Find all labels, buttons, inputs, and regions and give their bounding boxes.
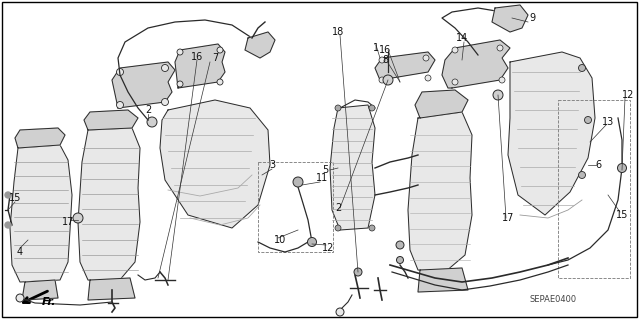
Circle shape bbox=[307, 238, 317, 247]
Text: 14: 14 bbox=[456, 33, 468, 43]
Circle shape bbox=[354, 268, 362, 276]
Polygon shape bbox=[78, 128, 140, 282]
Circle shape bbox=[116, 101, 124, 108]
Circle shape bbox=[379, 57, 385, 63]
Circle shape bbox=[177, 81, 183, 87]
Circle shape bbox=[423, 55, 429, 61]
Text: SEPAE0400: SEPAE0400 bbox=[530, 295, 577, 305]
Text: 15: 15 bbox=[616, 210, 628, 220]
Circle shape bbox=[5, 192, 11, 198]
Polygon shape bbox=[160, 100, 270, 228]
Text: 8: 8 bbox=[382, 55, 388, 65]
Text: 17: 17 bbox=[62, 217, 74, 227]
Text: 4: 4 bbox=[17, 247, 23, 257]
Circle shape bbox=[116, 69, 124, 76]
Polygon shape bbox=[375, 52, 435, 80]
Text: 17: 17 bbox=[502, 213, 514, 223]
Circle shape bbox=[161, 99, 168, 106]
Text: 9: 9 bbox=[529, 13, 535, 23]
Circle shape bbox=[217, 79, 223, 85]
Circle shape bbox=[369, 225, 375, 231]
Text: 10: 10 bbox=[274, 235, 286, 245]
Circle shape bbox=[147, 117, 157, 127]
Text: 13: 13 bbox=[602, 117, 614, 127]
Circle shape bbox=[383, 75, 393, 85]
Bar bbox=[258, 162, 333, 252]
Text: 2: 2 bbox=[145, 105, 151, 115]
Text: 16: 16 bbox=[379, 45, 391, 55]
Circle shape bbox=[493, 90, 503, 100]
Circle shape bbox=[336, 308, 344, 316]
Circle shape bbox=[293, 177, 303, 187]
Text: Fr.: Fr. bbox=[42, 297, 56, 307]
Circle shape bbox=[335, 225, 341, 231]
Text: 12: 12 bbox=[622, 90, 634, 100]
Polygon shape bbox=[245, 32, 275, 58]
Polygon shape bbox=[175, 44, 225, 88]
Polygon shape bbox=[508, 52, 595, 215]
Polygon shape bbox=[84, 110, 138, 130]
Text: 11: 11 bbox=[316, 173, 328, 183]
Polygon shape bbox=[10, 145, 72, 282]
Circle shape bbox=[5, 222, 11, 228]
Circle shape bbox=[452, 47, 458, 53]
Polygon shape bbox=[88, 278, 135, 300]
Circle shape bbox=[16, 294, 24, 302]
Text: 3: 3 bbox=[269, 160, 275, 170]
Polygon shape bbox=[15, 128, 65, 148]
Polygon shape bbox=[415, 90, 468, 118]
Circle shape bbox=[335, 105, 341, 111]
Text: 5: 5 bbox=[322, 165, 328, 175]
Text: 6: 6 bbox=[595, 160, 601, 170]
Circle shape bbox=[425, 75, 431, 81]
Bar bbox=[558, 100, 630, 278]
Text: 7: 7 bbox=[212, 53, 218, 63]
Polygon shape bbox=[408, 112, 472, 272]
Circle shape bbox=[618, 164, 627, 173]
Text: 1: 1 bbox=[373, 43, 379, 53]
Circle shape bbox=[497, 45, 503, 51]
Polygon shape bbox=[492, 5, 528, 32]
Circle shape bbox=[397, 256, 403, 263]
Circle shape bbox=[579, 172, 586, 179]
Circle shape bbox=[161, 64, 168, 71]
Text: 12: 12 bbox=[322, 243, 334, 253]
Text: 15: 15 bbox=[9, 193, 21, 203]
Circle shape bbox=[217, 47, 223, 53]
Circle shape bbox=[584, 116, 591, 123]
Polygon shape bbox=[112, 62, 175, 108]
Circle shape bbox=[579, 64, 586, 71]
Circle shape bbox=[499, 77, 505, 83]
Polygon shape bbox=[22, 280, 58, 300]
Text: 16: 16 bbox=[191, 52, 203, 62]
Circle shape bbox=[452, 79, 458, 85]
Text: 18: 18 bbox=[332, 27, 344, 37]
Circle shape bbox=[379, 77, 385, 83]
Circle shape bbox=[73, 213, 83, 223]
Text: 2: 2 bbox=[335, 203, 341, 213]
Circle shape bbox=[177, 49, 183, 55]
Polygon shape bbox=[418, 268, 468, 292]
Circle shape bbox=[369, 105, 375, 111]
Polygon shape bbox=[442, 40, 510, 88]
Circle shape bbox=[396, 241, 404, 249]
Polygon shape bbox=[330, 105, 375, 230]
